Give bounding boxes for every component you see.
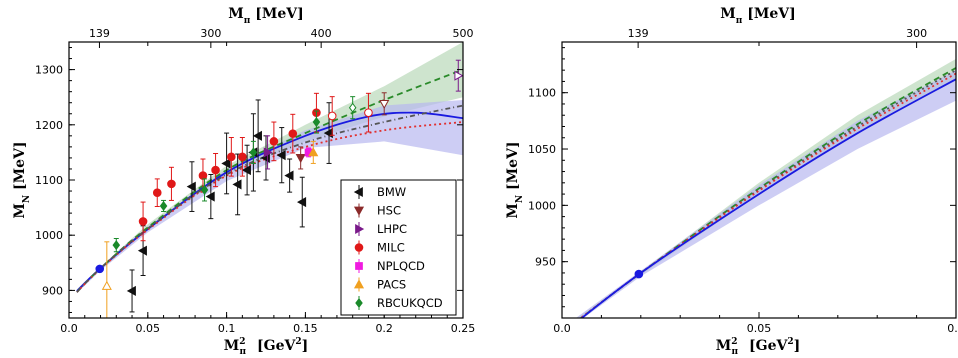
legend-label: LHPC — [377, 222, 407, 236]
error-band-1 — [76, 100, 463, 294]
y-tick-label: 1000 — [35, 229, 63, 242]
data-point-bmw-0-6 — [241, 144, 251, 196]
x-tick-label: 0.1 — [947, 322, 958, 335]
x-tick-label: 0.15 — [293, 322, 318, 335]
data-point-bmw-0-2 — [186, 161, 196, 212]
data-point-pacs-7-0 — [101, 241, 112, 318]
top-tick-label: 139 — [628, 27, 649, 40]
data-point-rbcukqcd-8-1 — [159, 199, 168, 212]
right-top-axis-label: Mπ [MeV] — [720, 6, 795, 26]
legend-label: BMW — [377, 185, 406, 199]
data-point-rbcukqcd-8-3 — [249, 140, 258, 164]
error-band-0 — [76, 42, 463, 293]
top-tick-label: 300 — [906, 27, 927, 40]
data-point-milc-3-2 — [167, 166, 176, 201]
legend-item-bmw: BMW — [353, 185, 406, 199]
y-tick-label: 1300 — [35, 64, 63, 77]
y-tick-label: 1100 — [528, 87, 556, 100]
x-tick-label: 0.0 — [60, 322, 78, 335]
x-tick-label: 0.2 — [375, 322, 393, 335]
fit-curve-3 — [76, 104, 463, 293]
data-point-bmw-0-5 — [232, 153, 242, 216]
data-point-milc-3-6 — [238, 136, 247, 177]
data-point-milc-4-0 — [327, 96, 337, 136]
top-tick-label: 139 — [89, 27, 110, 40]
legend-item-lhpc: LHPC — [355, 222, 407, 236]
data-point-bmw-0-4 — [221, 132, 231, 195]
data-point-bmw-0-11 — [284, 158, 294, 193]
data-point-rbcukqcd-9-0 — [348, 96, 357, 120]
right-x-axis-label: M2 π [GeV2] — [716, 337, 800, 357]
data-point-milc-3-4 — [211, 153, 220, 188]
legend-label: NPLQCD — [377, 259, 425, 273]
data-point-bmw-0-3 — [205, 173, 215, 220]
top-tick-label: 300 — [200, 27, 221, 40]
legend-label: HSC — [377, 204, 401, 218]
data-point-bmw-0-12 — [297, 176, 307, 228]
data-point-milc-3-1 — [152, 178, 162, 207]
legend: BMW HSC LHPC MILC NPLQCD PACS RBCUKQCD — [340, 179, 457, 316]
fit-curve-3 — [580, 78, 956, 318]
data-point-hsc-1-0 — [295, 146, 306, 170]
legend-label: MILC — [377, 241, 405, 255]
top-tick-label: 400 — [311, 27, 332, 40]
fit-curve-1 — [579, 69, 956, 318]
right-chart-panel: 0.0 0.05 0.1 950 1000 1050 1100 139 300 M2π [GeV… — [505, 6, 958, 357]
data-point-rbcukqcd-8-0 — [112, 238, 121, 253]
data-point-bmw-0-10 — [276, 127, 286, 184]
x-tick-label: 0.1 — [218, 322, 236, 335]
x-tick-label: 0.25 — [451, 322, 476, 335]
left-top-axis-label: Mπ [MeV] — [228, 6, 303, 26]
y-tick-label: 1100 — [35, 174, 63, 187]
legend-item-nplqcd: NPLQCD — [355, 259, 425, 273]
x-tick-label: 0.05 — [136, 322, 161, 335]
data-point-milc-3-0 — [138, 201, 148, 242]
error-band-1 — [575, 70, 956, 318]
y-tick-label: 1200 — [35, 119, 63, 132]
data-point-pacs-6-0 — [308, 140, 319, 164]
x-tick-label: 0.0 — [553, 322, 571, 335]
y-tick-label: 1000 — [528, 199, 556, 212]
legend-item-rbcukqcd: RBCUKQCD — [355, 296, 443, 310]
data-point-rbcukqcd-8-2 — [200, 178, 209, 202]
legend-item-hsc: HSC — [353, 203, 401, 218]
legend-label: PACS — [377, 278, 406, 292]
data-point-rbcukqcd-8-4 — [312, 110, 321, 134]
data-point-lhpc-2-0 — [263, 135, 273, 170]
data-point-hsc-10-0 — [379, 92, 390, 116]
legend-item-milc: MILC — [354, 240, 405, 255]
left-x-axis-label: M2 π [GeV2] — [224, 337, 308, 357]
data-point-milc-4-1 — [364, 92, 373, 133]
left-y-axis-label: MN [MeV] — [12, 141, 32, 218]
legend-label: RBCUKQCD — [377, 296, 443, 310]
data-point-lhpc-11-0 — [454, 59, 463, 92]
legend-item-pacs: PACS — [353, 277, 406, 292]
data-point-milc-3-8 — [288, 113, 298, 154]
right-plot-frame — [561, 41, 957, 319]
data-point-bmw-0-9 — [260, 135, 270, 181]
x-tick-label: 0.05 — [747, 322, 772, 335]
data-point-milc-3-5 — [227, 136, 236, 177]
right-y-axis-label: MN [MeV] — [505, 141, 525, 218]
top-tick-label: 500 — [453, 27, 474, 40]
y-tick-label: 900 — [42, 284, 63, 297]
data-point-milc-3-7 — [269, 121, 279, 162]
y-tick-label: 1050 — [528, 143, 556, 156]
y-tick-label: 950 — [535, 256, 556, 269]
left-chart-panel: 0.0 0.05 0.1 0.15 0.2 0.25 900 1000 1100 1200 1300… — [12, 6, 475, 357]
physical-point-marker — [634, 269, 644, 279]
physical-point-marker — [95, 264, 105, 274]
data-point-bmw-0-0 — [126, 269, 136, 313]
data-point-bmw-0-8 — [252, 99, 262, 173]
